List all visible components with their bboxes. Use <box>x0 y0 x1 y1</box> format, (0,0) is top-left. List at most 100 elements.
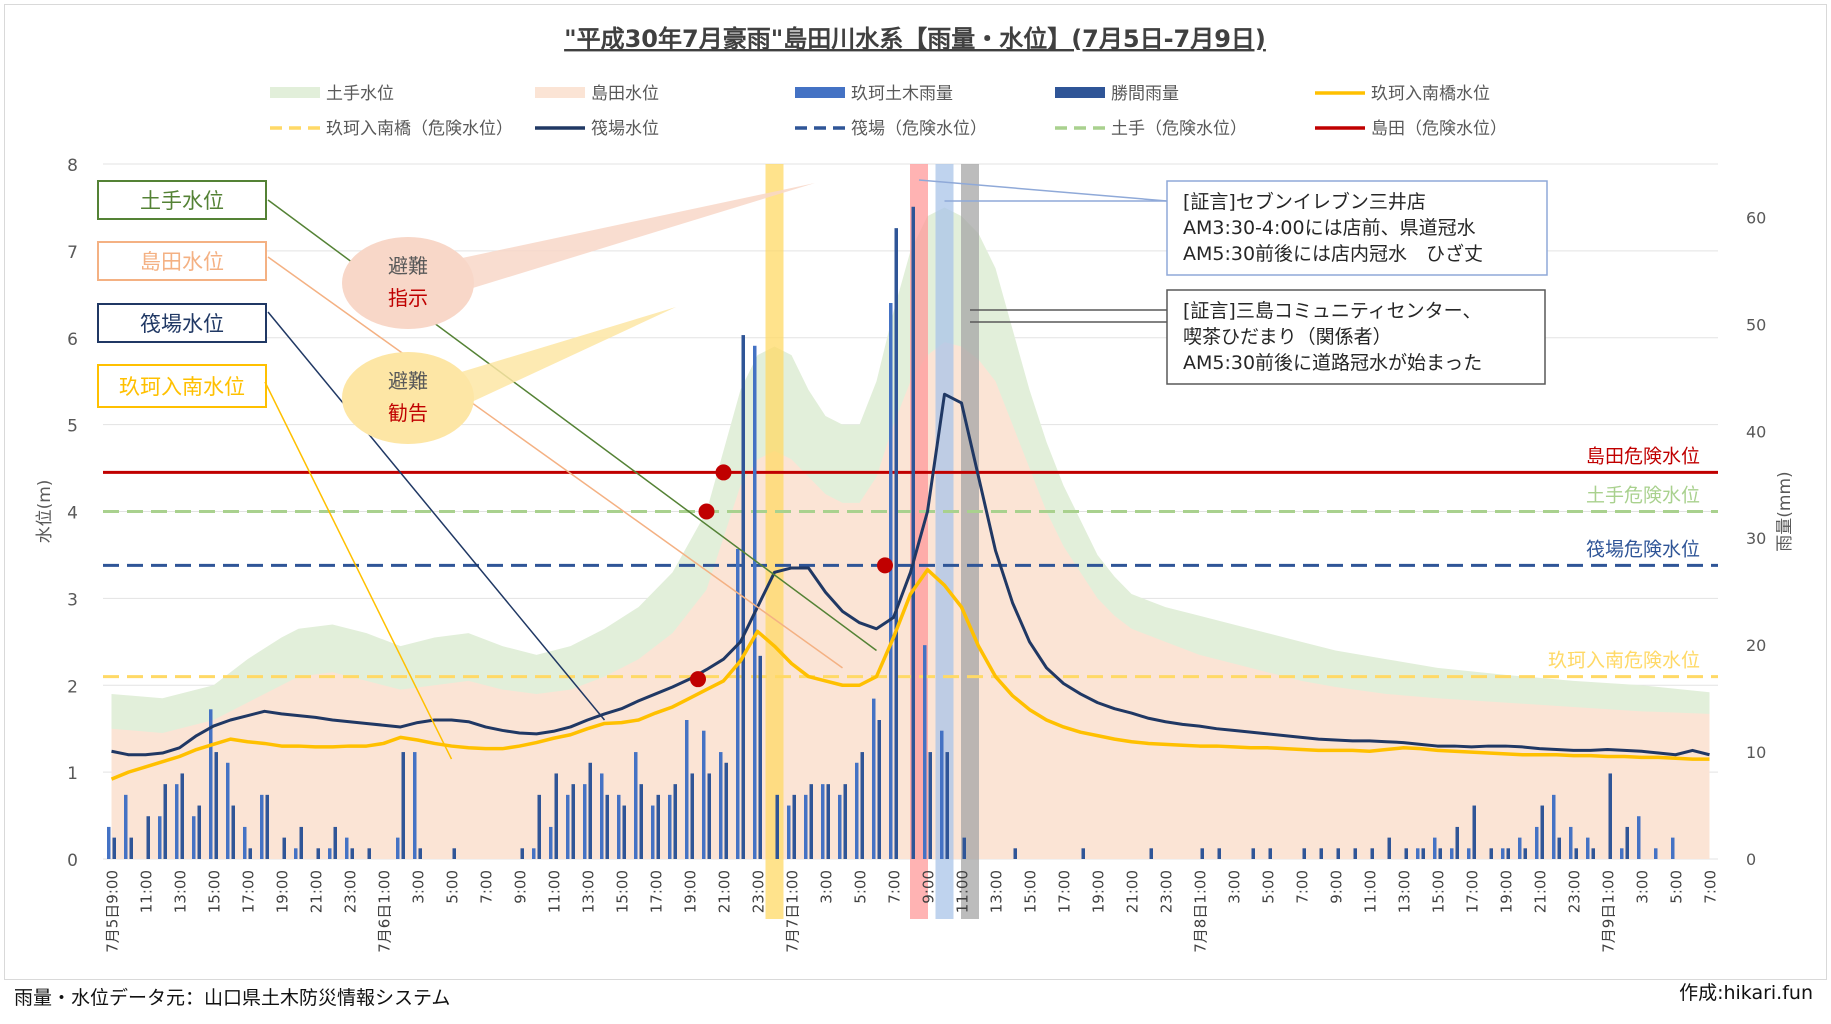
rain-bar <box>192 816 196 859</box>
callout-text: 指示 <box>388 286 428 310</box>
legend-label: 島田（危険水位） <box>1371 119 1507 139</box>
rain-bar <box>1489 848 1493 859</box>
rain-bar <box>1467 848 1471 859</box>
rain-bar <box>1620 848 1624 859</box>
rain-bar <box>1569 826 1573 859</box>
y-left-tick-label: 7 <box>67 243 78 263</box>
x-tick-label: 19:00 <box>1498 870 1516 913</box>
rain-bar <box>571 784 575 859</box>
rain-bar <box>1217 848 1221 859</box>
legend-label: 筏場（危険水位） <box>851 119 987 139</box>
x-tick-label: 7月9日1:00 <box>1600 870 1618 953</box>
x-tick-label: 23:00 <box>342 870 360 913</box>
x-tick-label: 3:00 <box>1634 870 1652 904</box>
danger-level-label: 玖珂入南危険水位 <box>1548 650 1700 672</box>
testimony-pointer <box>918 179 1168 202</box>
line-筏場水位 <box>111 392 1710 757</box>
testimony-box <box>1166 289 1546 385</box>
rain-bar <box>146 816 150 859</box>
legend-label: 島田水位 <box>591 84 659 104</box>
data-source-note: 雨量・水位データ元：山口県土木防災情報システム <box>14 987 451 1009</box>
legend-label: 玖珂入南橋（危険水位） <box>326 119 513 139</box>
rain-bar <box>333 826 337 859</box>
rain-bar <box>180 773 184 859</box>
chart-title: "平成30年7月豪雨"島田川水系【雨量・水位】(7月5日-7月9日) <box>564 25 1266 53</box>
rain-bar <box>1557 837 1561 859</box>
rain-bar <box>809 784 813 859</box>
testimony-text: [証言]セブンイレブン三井店 <box>1183 190 1426 213</box>
rain-bar <box>894 228 898 860</box>
rain-bar <box>231 805 235 859</box>
x-tick-label: 17:00 <box>648 870 666 913</box>
rain-bar <box>549 826 553 859</box>
x-tick-label: 19:00 <box>274 870 292 913</box>
rain-bar <box>804 794 808 859</box>
y-left-tick-label: 8 <box>67 156 78 176</box>
callout-text: 避難 <box>388 254 428 278</box>
callout-pointer <box>448 307 676 406</box>
rain-bar <box>1353 848 1357 859</box>
rain-bar <box>566 794 570 859</box>
x-tick-label: 15:00 <box>1430 870 1448 913</box>
rain-bar <box>1370 848 1374 859</box>
danger-level-label: 島田危険水位 <box>1586 445 1700 467</box>
rain-bar <box>1552 794 1556 859</box>
y-left-tick-label: 5 <box>67 417 78 437</box>
x-tick-label: 11:00 <box>138 870 156 913</box>
rain-bar <box>1654 848 1658 859</box>
rain-bar <box>175 784 179 859</box>
y-left-tick-label: 1 <box>67 764 78 784</box>
x-tick-label: 7:00 <box>478 870 496 904</box>
x-tick-label: 19:00 <box>1090 870 1108 913</box>
rain-bar <box>911 206 915 859</box>
x-tick-label: 13:00 <box>580 870 598 913</box>
rain-bar <box>209 709 213 859</box>
rain-bar <box>1013 848 1017 859</box>
series-label: 筏場水位 <box>140 312 224 336</box>
rain-bar <box>1450 848 1454 859</box>
rain-bar <box>214 752 218 859</box>
x-tick-label: 13:00 <box>1396 870 1414 913</box>
danger-crossing-marker <box>877 557 893 574</box>
callout-text: 勧告 <box>388 401 428 425</box>
x-tick-label: 5:00 <box>1260 870 1278 904</box>
legend-swatch <box>795 87 845 98</box>
series-label: 玖珂入南水位 <box>119 375 245 399</box>
rain-bar <box>719 752 723 859</box>
rain-bar <box>107 826 111 859</box>
rain-bar <box>826 784 830 859</box>
rain-bar <box>1421 848 1425 859</box>
x-tick-label: 15:00 <box>206 870 224 913</box>
rain-bar <box>758 655 762 859</box>
rain-bar <box>1336 848 1340 859</box>
danger-level-label: 筏場危険水位 <box>1586 538 1700 560</box>
callout-bubble <box>342 237 474 329</box>
danger-crossing-marker <box>715 464 732 481</box>
x-tick-label: 21:00 <box>308 870 326 913</box>
y-left-tick-label: 3 <box>67 590 78 610</box>
rain-bar <box>1501 848 1505 859</box>
highlight-band <box>961 164 979 919</box>
series-label-pointer <box>267 311 606 721</box>
x-tick-label: 9:00 <box>512 870 530 904</box>
rain-bar <box>685 720 689 859</box>
x-tick-label: 7月5日9:00 <box>104 870 122 953</box>
series-label-box <box>97 180 267 220</box>
rain-bar <box>129 837 133 859</box>
x-tick-label: 9:00 <box>920 870 938 904</box>
x-tick-label: 11:00 <box>546 870 564 913</box>
rain-bar <box>962 837 966 859</box>
x-tick-label: 13:00 <box>988 870 1006 913</box>
x-tick-label: 23:00 <box>1158 870 1176 913</box>
rain-bar <box>282 837 286 859</box>
rain-bar <box>112 837 116 859</box>
rain-bar <box>520 848 524 859</box>
testimony-text: [証言]三島コミュニティセンター、 <box>1183 300 1482 322</box>
credit-note: 作成:hikari.fun <box>1679 982 1813 1004</box>
rain-bar <box>1535 826 1539 859</box>
rain-bar <box>872 698 876 859</box>
x-tick-label: 3:00 <box>1226 870 1244 904</box>
series-label-box <box>97 303 267 343</box>
rain-bar <box>401 752 405 859</box>
